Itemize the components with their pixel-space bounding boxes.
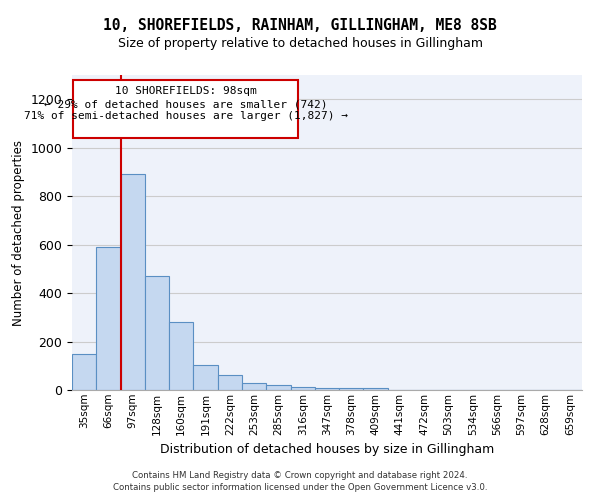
X-axis label: Distribution of detached houses by size in Gillingham: Distribution of detached houses by size … <box>160 443 494 456</box>
Bar <box>339 388 364 390</box>
Bar <box>169 322 193 390</box>
Bar <box>364 388 388 390</box>
Bar <box>193 364 218 390</box>
Text: Size of property relative to detached houses in Gillingham: Size of property relative to detached ho… <box>118 38 482 51</box>
Bar <box>72 354 96 390</box>
Bar <box>218 376 242 390</box>
Bar <box>266 385 290 390</box>
Text: 10 SHOREFIELDS: 98sqm: 10 SHOREFIELDS: 98sqm <box>115 86 256 96</box>
Text: Contains HM Land Registry data © Crown copyright and database right 2024.: Contains HM Land Registry data © Crown c… <box>132 471 468 480</box>
Bar <box>145 276 169 390</box>
Bar <box>315 388 339 390</box>
Bar <box>73 80 298 138</box>
Bar <box>242 382 266 390</box>
Bar <box>96 247 121 390</box>
Y-axis label: Number of detached properties: Number of detached properties <box>12 140 25 326</box>
Text: 10, SHOREFIELDS, RAINHAM, GILLINGHAM, ME8 8SB: 10, SHOREFIELDS, RAINHAM, GILLINGHAM, ME… <box>103 18 497 32</box>
Bar <box>290 387 315 390</box>
Text: Contains public sector information licensed under the Open Government Licence v3: Contains public sector information licen… <box>113 484 487 492</box>
Text: 71% of semi-detached houses are larger (1,827) →: 71% of semi-detached houses are larger (… <box>23 112 347 122</box>
Text: ← 29% of detached houses are smaller (742): ← 29% of detached houses are smaller (74… <box>44 99 327 109</box>
Bar <box>121 174 145 390</box>
